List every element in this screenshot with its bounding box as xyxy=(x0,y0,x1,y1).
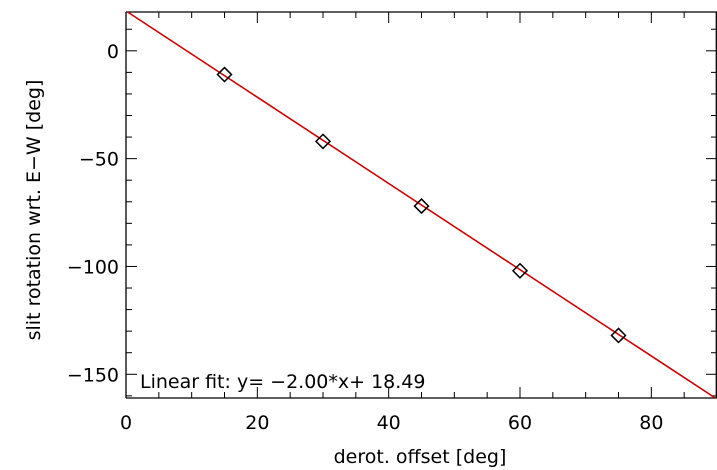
x-tick-label: 0 xyxy=(120,412,132,434)
x-tick-label: 40 xyxy=(377,412,401,434)
y-tick-label: −100 xyxy=(67,256,119,278)
data-point xyxy=(314,133,332,150)
y-axis-label: slit rotation wrt. E−W [deg] xyxy=(23,80,45,341)
x-tick-label: 60 xyxy=(508,412,532,434)
tick-labels: 0 20 40 60 80 −150 −100 −50 0 xyxy=(67,41,664,434)
data-markers xyxy=(216,66,627,344)
data-point xyxy=(413,198,430,215)
y-tick-label: 0 xyxy=(107,41,119,63)
x-axis-label: derot. offset [deg] xyxy=(334,446,507,468)
fit-annotation: Linear fit: y= −2.00*x+ 18.49 xyxy=(140,371,425,393)
y-tick-label: −150 xyxy=(67,364,119,386)
data-point xyxy=(511,262,529,279)
x-tick-label: 20 xyxy=(245,412,269,434)
y-tick-label: −50 xyxy=(79,149,119,171)
fit-line xyxy=(127,11,716,399)
ticks xyxy=(125,12,717,398)
data-point xyxy=(216,66,233,83)
x-tick-label: 80 xyxy=(639,412,663,434)
data-point xyxy=(610,327,627,344)
